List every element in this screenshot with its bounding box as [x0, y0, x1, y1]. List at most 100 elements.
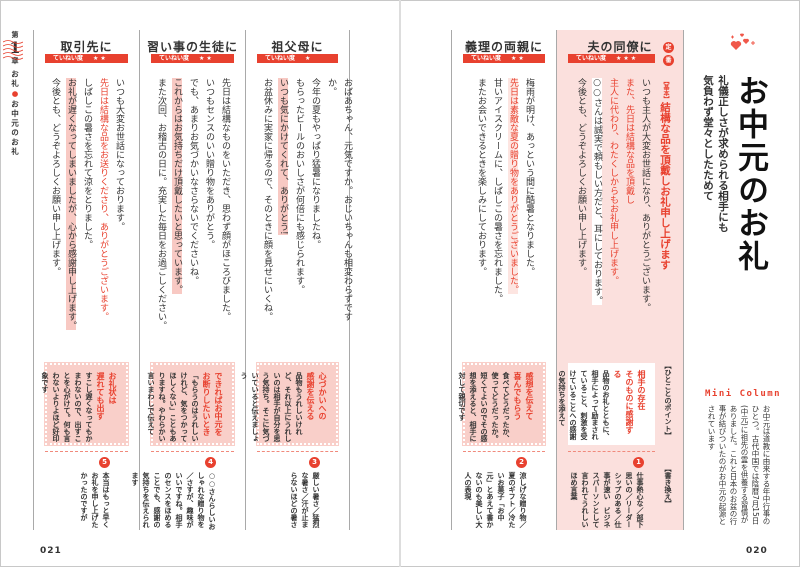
- tip-text: 品物もうれしいけれど、それ以上にうれしいのは相手が自分を思う気持ち。そこに気づい…: [240, 372, 303, 442]
- chapter-marker: 第 1 章 お礼●お中元のお礼: [3, 30, 27, 157]
- tip-title: 感謝を伝える: [306, 372, 315, 420]
- column-title: 夫の同僚に: [587, 40, 653, 54]
- rewrite-note: ○○さんらしいおしゃれな贈り物を／さすが、趣味がいいですね。相手のセンスをほめる…: [131, 472, 216, 530]
- line-segment: 主人に代わり、わたくしからもお礼申し上げます。: [608, 78, 618, 285]
- letter-body: いつも大変お世話になっております。 先日は結構な品をお送りくださり、ありがとうござ…: [47, 78, 127, 338]
- line-segment: いつもセンスのいい贈り物をありがとう。: [204, 78, 214, 249]
- chapter-post: 章: [11, 57, 19, 65]
- hearts-ornament-icon: [730, 33, 755, 50]
- tip-title: 心づかいへの: [318, 372, 327, 420]
- letter-column: 習い事の生徒に ていねい度 ★★ 先日は結構なものをいただき、思わず顔がほころびました…: [131, 30, 245, 530]
- letter-line: お礼が遅くなってしまいましたが、心から感謝申し上げます。: [63, 78, 79, 338]
- letter-line: ○○さんは誠実で頼もしい方だと、耳にしております。: [589, 78, 605, 338]
- tip-title: そのものに感謝する: [613, 370, 634, 434]
- line-segment: これからはお気持ちだけ頂戴したいと思っています。: [172, 78, 182, 294]
- rewrite-note: 涼しげな贈り物／夏のギフト／冷たいお菓子「お中元」とあえて書かないのも美しい大人…: [464, 472, 527, 528]
- line-segment: しばしこの暑さを忘れて涼をとりました。: [82, 78, 92, 249]
- point-label: 【ひとことのポイント】: [664, 362, 672, 439]
- tip-title: お礼状は: [108, 372, 117, 404]
- page-number-right: 020: [746, 546, 768, 556]
- section-name: お中元のお礼: [10, 100, 20, 157]
- tip-title: 相手の存在: [637, 370, 646, 410]
- politeness-stars: ★★: [199, 55, 214, 62]
- letter-line: いつも気にかけてくれて、ありがとう!: [275, 78, 291, 338]
- column-title: 習い事の生徒に: [146, 40, 238, 54]
- letter-line: 先日は素敵な夏の贈り物をありがとうございました。: [505, 78, 521, 338]
- letter-line: 先日は結構な品をお送りくださり、ありがとうございます。: [95, 78, 111, 338]
- letter-line: いつも主人が大変お世話になり、ありがとうございます。: [637, 78, 653, 338]
- politeness-stars: ★★★: [616, 55, 639, 62]
- politeness-badge: ていねい度 ★★: [45, 54, 128, 63]
- tip-box: 相手の存在 そのものに感謝する 品物のお礼とともに、相手によって励まされていること、…: [558, 363, 655, 445]
- dashed-divider: [257, 451, 338, 452]
- letter-line: いつも大変お世話になっております。: [111, 78, 127, 338]
- letter-body: 【基本】結構な品を頂戴しお礼申し上げます いつも主人が大変お世話になり、ありがとう…: [573, 78, 673, 338]
- politeness-label: ていねい度: [576, 55, 607, 62]
- letter-line: 主人に代わり、わたくしからもお礼申し上げます。: [605, 78, 621, 338]
- tip-title: お断りしたいとき: [202, 372, 211, 436]
- rewrite-note: 厳しい暑さ／猛烈な暑さ／汗が止まらないほどの暑さ: [290, 472, 320, 528]
- main-phrase: 【基本】結構な品を頂戴しお礼申し上げます: [657, 78, 673, 338]
- politeness-badge: ていねい度 ★★: [463, 54, 545, 63]
- dashed-divider: [463, 451, 545, 452]
- line-segment: お盆休みに実家に帰るので、そのときに顔を見せにいくね。: [262, 78, 272, 321]
- rewrite-label: 【書き換え】: [664, 465, 672, 507]
- tip-box: できればお中元を お断りしたいとき 「もらうのはうれしいけれど、気をつかってほしくな…: [147, 362, 235, 446]
- letter-body: 先日は結構なものをいただき、思わず顔がほころびました。 いつもセンスのいい贈り物を…: [153, 78, 233, 338]
- note-number: 4: [205, 457, 216, 468]
- line-segment: 先日は結構なものをいただき、思わず顔がほころびました。: [220, 78, 230, 321]
- politeness-label: ていねい度: [471, 55, 502, 62]
- column-title: 取引先に: [60, 40, 113, 54]
- politeness-badge: ていねい度 ★: [257, 54, 338, 63]
- letter-line: お盆休みに実家に帰るので、そのときに顔を見せにいくね。: [259, 78, 275, 338]
- letter-line: また、先日は結構な品を頂戴し: [621, 78, 637, 338]
- letter-column: 夫の同僚に ていねい度 ★★★ 【基本】結構な品を頂戴しお礼申し上げます いつも主人が大…: [556, 30, 684, 530]
- politeness-label: ていねい度: [265, 55, 296, 62]
- page-number-left: 021: [40, 546, 62, 556]
- rewrite-note: 仕事熱心な／部下思いの／リーダーシップのある／仕事が速い ビジネスパーソンとして…: [570, 472, 644, 528]
- line-segment: 梅雨が明け、あっという間に酷暑となりました。: [524, 78, 534, 276]
- tip-title: できればお中元を: [214, 372, 223, 436]
- letter-line: 今後とも、どうぞよろしくお願い申し上げます。: [573, 78, 589, 338]
- tip-text: 食べてどうだったか、使ってどうだったか。短くてよいのでその感想を添えると、相手に…: [458, 372, 510, 442]
- letter-body: おばあちゃん、元気ですか。おじいちゃんも相変わらずですか。 今年の夏もやっぱり猛暑…: [259, 78, 355, 338]
- letter-line: 今後とも、どうぞよろしくお願い申し上げます。: [47, 78, 63, 338]
- tip-box: 感想を伝えて 喜んでもらう 食べてどうだったか、使ってどうだったか。短くてよいのでそ…: [458, 362, 546, 446]
- tip-title: 遅れても出す: [96, 372, 105, 420]
- politeness-stars: ★★: [93, 55, 108, 62]
- letter-line: しばしこの暑さを忘れて涼をとりました。: [79, 78, 95, 338]
- section-category: お礼: [10, 70, 20, 89]
- line-segment: お礼が遅くなってしまいましたが、心から感謝申し上げます。: [66, 78, 76, 330]
- letter-body: 梅雨が明け、あっという間に酷暑となりました。 先日は素敵な夏の贈り物をありがとうご…: [473, 78, 537, 338]
- letter-column: 祖父母に ていねい度 ★ おばあちゃん、元気ですか。おじいちゃんも相変わらずですか。今…: [240, 30, 352, 530]
- politeness-label: ていねい度: [159, 55, 190, 62]
- line-segment: また次回、お稽古の日に。充実した毎日をお過ごしください。: [156, 78, 166, 330]
- letter-line: また次回、お稽古の日に。充実した毎日をお過ごしください。: [153, 78, 169, 338]
- page-subtitle: 礼儀正しさが求められる相手にも 気負わず堂々としたためて: [700, 75, 730, 233]
- tip-text: すこし遅くなってもかまわないので、出すことを心がけて。何も言わないよりよほど好印…: [41, 372, 93, 442]
- politeness-stars: ★: [305, 55, 313, 62]
- section-dot: ●: [10, 89, 20, 100]
- dashed-divider: [45, 451, 128, 452]
- note-number: 3: [309, 457, 320, 468]
- tip-text: 品物のお礼とともに、相手によって励まされていること、刺激を受けていることへの感謝…: [558, 370, 610, 440]
- subtitle-line: 気負わず堂々としたためて: [702, 75, 714, 201]
- note-number: 1: [633, 457, 644, 468]
- standard-badge: 番: [663, 55, 674, 66]
- letter-line: またお会いできるときを楽しみにしております。: [473, 78, 489, 338]
- letter-line: もらったビールのおいしさが何倍にも感じられます。: [291, 78, 307, 338]
- line-segment: 甘いアイスクリームに、しばしこの暑さを忘れました。: [492, 78, 502, 303]
- main-text: 結構な品を頂戴しお礼申し上げます: [659, 102, 671, 270]
- line-segment: 今後とも、どうぞよろしくお願い申し上げます。: [50, 78, 60, 276]
- line-segment: もらったビールのおいしさが何倍にも感じられます。: [294, 78, 304, 294]
- section-label: お礼●お中元のお礼: [10, 70, 21, 157]
- letter-column: 義理の両親に ていねい度 ★★ 梅雨が明け、あっという間に酷暑となりました。 先日は素敵…: [451, 30, 556, 530]
- tip-content: お礼状は 遅れても出す すこし遅くなってもかまわないので、出すことを心がけて。何も言…: [39, 372, 118, 442]
- line-segment: おばあちゃん、元気ですか。おじいちゃんも相変わらずですか。: [326, 78, 352, 321]
- line-segment: またお会いできるときを楽しみにしております。: [476, 78, 486, 276]
- standard-badge: 定: [663, 42, 674, 53]
- note-number: 2: [516, 457, 527, 468]
- politeness-badge: ていねい度 ★★: [151, 54, 234, 63]
- main-tag: 【基本】: [662, 78, 669, 102]
- wave-ornament-icon: [3, 40, 23, 60]
